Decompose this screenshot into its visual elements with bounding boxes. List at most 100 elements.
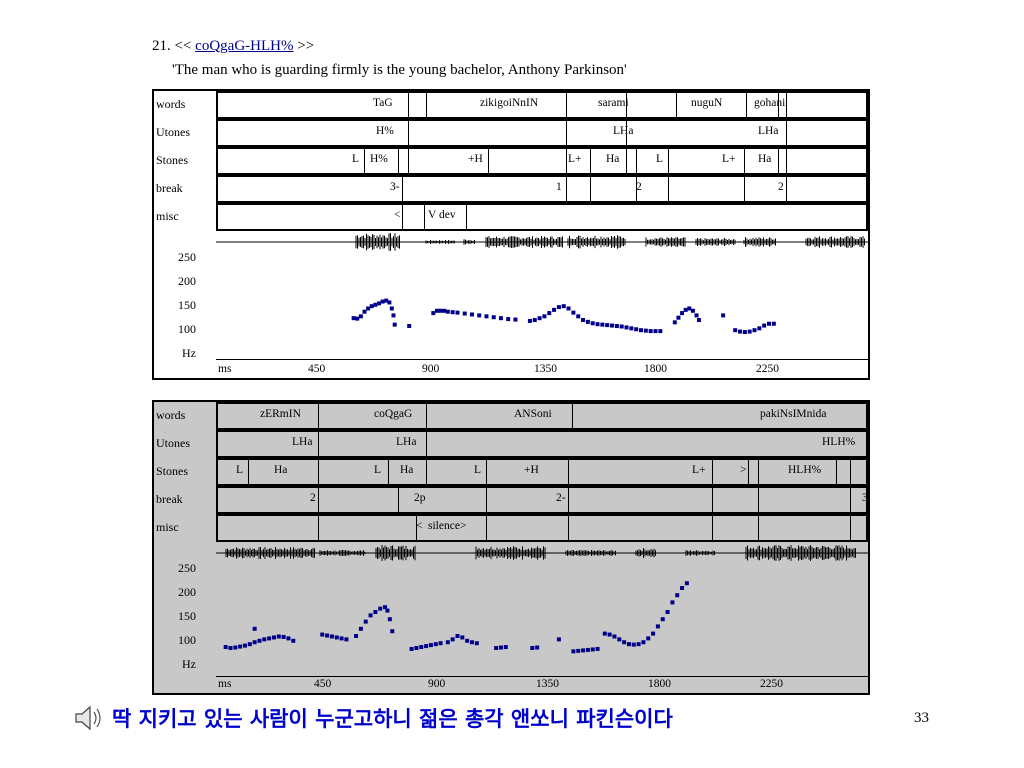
pitch-point <box>384 298 389 303</box>
korean-sentence: 딱 지키고 있는 사람이 누군고하니 젊은 총각 앤쏘니 파킨슨이다 <box>112 707 673 731</box>
utone-label: LHa <box>396 436 417 448</box>
pitch-point <box>354 634 359 638</box>
stone-label: +H <box>524 464 539 476</box>
time-tick: 2250 <box>760 678 783 690</box>
pitch-point <box>383 605 388 610</box>
stone-label: H% <box>370 153 388 165</box>
pitch-point <box>675 593 680 598</box>
pitch-point <box>641 640 646 645</box>
pitch-point <box>438 641 443 646</box>
pitch-point <box>377 301 381 306</box>
pitch-point <box>385 608 390 613</box>
pitch-point <box>590 647 595 652</box>
pitch-point <box>561 304 566 309</box>
utone-label: LHa <box>292 436 313 448</box>
pitch-point <box>271 635 276 640</box>
pitch-point <box>276 634 281 639</box>
pitch-point <box>762 323 767 328</box>
korean-caption: 딱 지키고 있는 사람이 누군고하니 젊은 총각 앤쏘니 파킨슨이다 <box>72 703 673 734</box>
pitch-point <box>498 316 503 321</box>
pitch-point <box>450 637 455 642</box>
pitch-point <box>542 314 547 319</box>
pitch-point <box>566 306 571 311</box>
pitch-point <box>680 311 685 316</box>
pitch-point <box>631 642 636 647</box>
pitch-point <box>431 311 436 316</box>
misc-label: < <box>416 520 423 532</box>
pitch-point <box>460 635 465 640</box>
stones-tier: L Ha L Ha L +H L+ > HLH% <box>216 458 868 486</box>
pitch-point <box>694 313 699 318</box>
time-tick: 1350 <box>536 678 559 690</box>
pitch-point <box>257 638 262 643</box>
pitch-point <box>766 321 771 326</box>
english-gloss: 'The man who is guarding firmly is the y… <box>172 62 627 78</box>
pitch-point <box>387 300 392 305</box>
time-tick: 900 <box>422 363 440 375</box>
pitch-point <box>665 610 670 614</box>
pitch-point <box>585 647 590 652</box>
pitch-point <box>535 645 540 650</box>
hz-axis-2: 250 200 150 100 Hz <box>174 562 214 676</box>
word-label: nuguN <box>691 97 723 109</box>
pitch-track-2 <box>223 581 689 654</box>
label-words: words <box>156 408 186 422</box>
pitch-point <box>571 310 576 315</box>
stone-label: HLH% <box>788 464 822 476</box>
waveform-2 <box>216 545 868 561</box>
pitch-point <box>355 316 360 321</box>
time-unit: ms <box>218 678 232 690</box>
pitch-point <box>389 306 394 311</box>
time-tick: 1800 <box>644 363 667 375</box>
pitch-point <box>503 645 508 650</box>
audio-example-link[interactable]: coQgaG-HLH% <box>195 38 294 54</box>
pitch-point <box>409 646 414 651</box>
break-label: 2- <box>556 492 566 504</box>
pitch-point <box>607 632 612 637</box>
pitch-point <box>771 321 776 326</box>
pitch-point <box>445 640 450 645</box>
pitch-point <box>680 586 685 590</box>
break-tier: 2 2p 2- 3 <box>216 486 868 514</box>
pitch-point <box>363 619 368 624</box>
stone-label: L <box>474 464 482 476</box>
pitch-point <box>605 323 610 328</box>
time-tick: 1800 <box>648 678 671 690</box>
pitch-point <box>247 642 252 647</box>
pitch-point <box>373 302 378 307</box>
pitch-point <box>366 306 371 311</box>
pitch-point <box>387 617 392 622</box>
pitch-point <box>696 318 701 323</box>
word-label: zERmIN <box>260 408 301 420</box>
pitch-point <box>595 322 600 327</box>
label-stones: Stones <box>156 464 189 478</box>
pitch-point <box>223 645 228 650</box>
hz-unit: Hz <box>182 657 196 671</box>
pitch-point <box>527 318 532 323</box>
label-break: break <box>156 492 183 506</box>
pitch-point <box>351 316 356 321</box>
pitch-point <box>672 320 677 325</box>
stone-label: L <box>352 153 360 165</box>
pitch-point <box>362 309 367 314</box>
hz-tick: 150 <box>178 609 196 623</box>
pitch-point <box>513 317 518 322</box>
break-label: 2p <box>414 492 426 504</box>
pitch-point <box>465 638 470 643</box>
stone-label: L <box>656 153 664 165</box>
pitch-point <box>380 299 385 304</box>
pitch-point <box>252 640 257 645</box>
misc-tier: < silence> <box>216 514 868 542</box>
pitch-point <box>369 304 374 309</box>
stone-label: Ha <box>274 464 288 476</box>
time-tick: 450 <box>308 363 326 375</box>
pitch-point <box>676 315 681 320</box>
pitch-point <box>344 637 349 642</box>
close-brackets: >> <box>297 38 315 54</box>
stone-label: L <box>236 464 244 476</box>
label-stones: Stones <box>156 153 189 167</box>
speaker-icon[interactable] <box>72 704 106 732</box>
pitch-point <box>506 317 511 322</box>
pitch-point <box>455 634 460 638</box>
time-axis-2: ms 450 900 1350 1800 2250 <box>216 677 868 693</box>
